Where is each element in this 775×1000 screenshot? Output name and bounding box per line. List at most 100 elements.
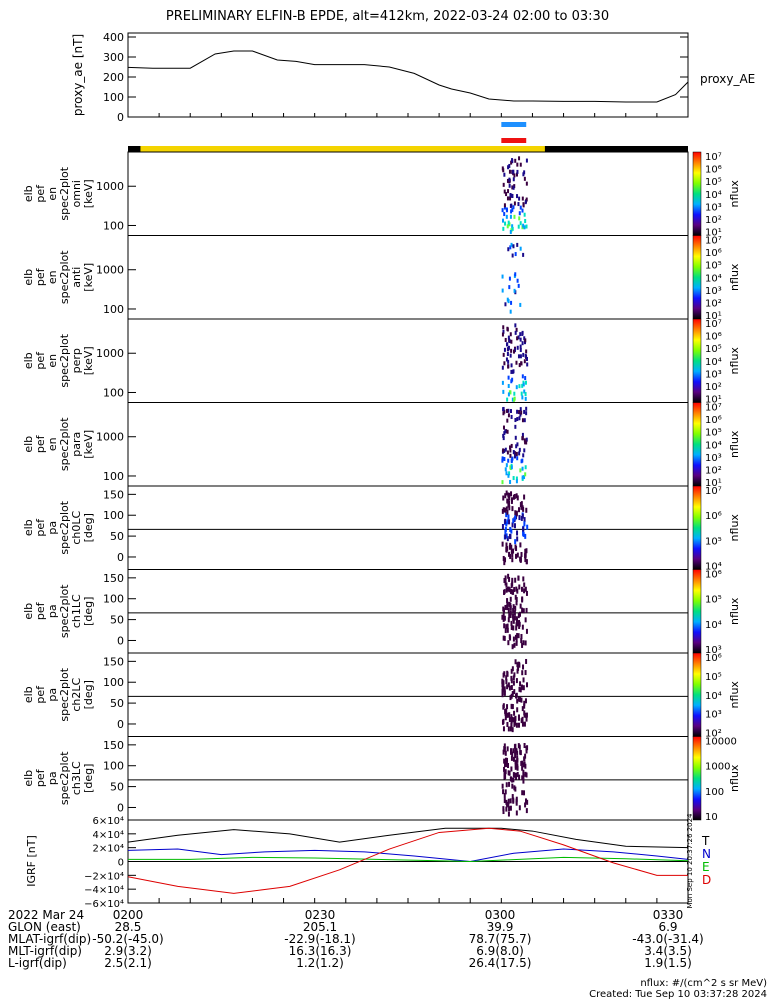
spec-pixel-2-59 [521,330,524,335]
cb-tick-3-2: 10⁵ [705,428,722,439]
spec-pixel-2-24 [517,335,520,340]
spec-pixel-0-73 [511,194,514,199]
spec-pixel-3-81 [510,465,513,470]
ephem-val-4-3: 1.9(1.5) [644,956,692,970]
spec-ytick-4-3: 0 [117,551,124,564]
colorbar-3 [692,402,702,487]
spec-pixel-5-46 [524,586,527,592]
cb-tick-1-0: 10⁷ [705,236,722,247]
spec-pixel-6-46 [514,715,517,721]
spec-pixel-0-39 [510,160,513,165]
igrf-series-D [127,827,688,894]
spec-pixel-6-71 [514,720,517,726]
created-stamp: Created: Tue Sep 10 03:37:28 2024 [589,989,767,1000]
spec-pixel-7-62 [522,762,525,768]
spec-pixel-5-55 [511,589,514,595]
spec-pixel-2-16 [521,374,524,379]
spec-pixel-5-88 [511,581,514,587]
colorbar-2 [692,318,702,403]
spec-pixel-5-100 [513,586,516,592]
spec-pixel-4-94 [508,551,511,557]
spec-pixel-3-30 [506,429,509,434]
spec-pixel-3-74 [506,450,509,455]
spec-pixel-1-9 [501,274,504,279]
ae-ytick-label-4: 0 [117,111,124,124]
ephem-val-0-3: 0330 [652,908,684,922]
spec-pixel-1-15 [517,283,520,288]
cb-tick-4-3: 10⁴ [705,562,722,573]
spec-pixel-7-58 [511,783,514,789]
spec-pixel-6-102 [512,717,515,723]
spec-ylabel-1-1: pef [34,267,47,286]
spec-pixel-0-0 [523,225,526,230]
spec-pixel-5-50 [522,640,525,646]
spec-pixel-5-31 [512,608,515,614]
spec-pixel-5-39 [517,633,520,639]
spec-pixel-6-95 [506,712,509,718]
spec-pixel-6-72 [502,672,505,678]
spec-pixel-0-23 [506,224,509,229]
spec-pixel-6-16 [523,703,526,709]
spec-pixel-1-0 [504,302,507,307]
spec-pixel-2-52 [510,348,513,353]
spec-pixel-6-36 [509,726,512,732]
spec-pixel-5-1 [510,624,513,630]
spec-pixel-5-70 [517,613,520,619]
cb-tick-5-0: 10⁶ [705,570,722,581]
spec-pixel-3-55 [507,458,510,463]
spec-pixel-4-37 [505,542,508,548]
spec-pixel-1-21 [508,276,511,281]
spec-pixel-1-17 [513,288,516,293]
spec-pixel-3-33 [515,476,518,481]
spec-pixel-2-58 [519,332,522,337]
spec-pixel-4-96 [505,547,508,553]
spec-pixel-7-46 [504,773,507,779]
spec-pixel-1-14 [516,242,519,247]
igrf-ytick-2: 2×10⁴ [93,844,124,855]
spec-pixel-0-67 [509,214,512,219]
spec-pixel-5-80 [514,594,517,600]
spec-pixel-4-68 [516,530,519,536]
spec-pixel-0-79 [512,169,515,174]
cb-tick-2-3: 10⁴ [705,357,722,368]
spec-pixel-0-34 [503,189,506,194]
spec-pixel-3-80 [520,410,523,415]
spec-pixel-3-27 [521,475,524,480]
event-bar-red [501,138,527,143]
spec-pixel-2-86 [512,397,515,402]
spec-pixel-2-81 [505,342,508,347]
spec-pixel-1-3 [511,253,514,258]
spec-pixel-6-77 [505,675,508,681]
spec-ylabel-3-4: para [70,432,83,457]
spec-pixel-4-55 [513,523,516,529]
spec-ylabel-1-2: en [46,270,59,284]
ae-ytick-label-0: 400 [103,31,124,44]
spec-ylabel-0-4: omni [70,180,83,207]
spec-pixel-2-70 [524,338,527,343]
spec-pixel-5-53 [507,617,510,623]
spec-pixel-5-77 [506,623,509,629]
spec-pixel-6-58 [506,670,509,676]
spec-pixel-5-71 [522,608,525,614]
spec-pixel-0-51 [524,218,527,223]
cb-tick-6-0: 10⁶ [705,653,722,664]
spec-pixel-4-93 [504,507,507,513]
spec-pixel-6-43 [501,682,504,688]
ephem-val-4-1: 1.2(1.2) [296,956,344,970]
spec-pixel-3-38 [516,442,519,447]
spec-pixel-2-67 [507,359,510,364]
spec-pixel-5-16 [512,636,515,642]
spec-pixel-0-50 [522,203,525,208]
spec-pixel-3-3 [509,448,512,453]
spec-pixel-7-36 [507,762,510,768]
spec-pixel-2-28 [502,352,505,357]
spec-pixel-4-73 [508,519,511,525]
spec-ytick-1-0: 1000 [96,264,124,277]
cb-tick-6-1: 10⁵ [705,672,722,683]
spec-ylabel-2-2: en [46,354,59,368]
spec-ylabel-7-4: ch3LC [70,761,83,795]
spec-pixel-7-106 [525,772,528,778]
page-title: PRELIMINARY ELFIN-B EPDE, alt=412km, 202… [165,9,610,24]
spec-pixel-2-20 [509,390,512,395]
